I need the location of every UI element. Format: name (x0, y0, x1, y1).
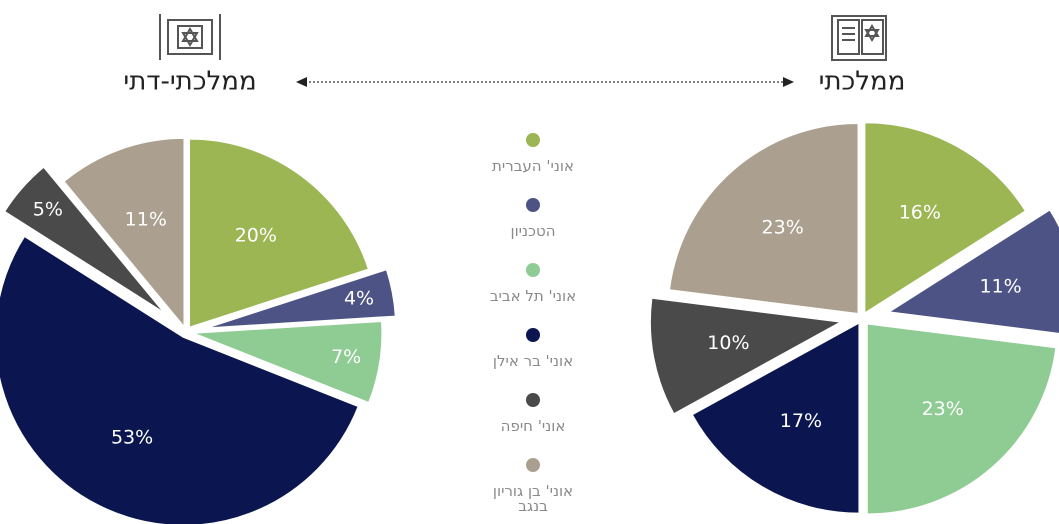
data-label: 10% (707, 332, 749, 354)
legend-label: אוני' העברית (492, 157, 574, 175)
legend-dot (526, 133, 540, 147)
legend-dot (526, 328, 540, 342)
legend-label: אוני' בן גוריון בנגב (492, 482, 574, 515)
pie-slice (864, 122, 1027, 314)
legend-dot (526, 263, 540, 277)
data-label: 7% (331, 346, 361, 368)
legend-label: אוני' חיפה (500, 417, 566, 435)
pie-slice (691, 322, 860, 514)
pie-slice (193, 320, 383, 404)
data-label: 4% (344, 287, 374, 309)
pie-slice (668, 122, 859, 315)
pie-slice (649, 297, 842, 415)
legend-dot (526, 393, 540, 407)
data-label: 5% (33, 199, 63, 221)
legend-dot (526, 198, 540, 212)
icon-scroll (159, 14, 221, 60)
chart-title: ממלכתי-דתי (123, 67, 256, 97)
data-label: 17% (780, 410, 822, 432)
icon-book (831, 15, 887, 61)
legend-label: הטכניון (510, 222, 556, 240)
pie-slice (189, 138, 369, 328)
pie-slice (63, 137, 185, 328)
arrow (296, 77, 794, 87)
pie-slice (4, 166, 164, 313)
data-label: 11% (125, 209, 167, 231)
pie-slice (866, 323, 1057, 515)
legend-label: אוני' בר אילן (492, 352, 574, 370)
data-label: 16% (899, 201, 941, 223)
data-label: 23% (762, 216, 804, 238)
data-label: 53% (111, 426, 153, 448)
chart-title: ממלכתי (819, 67, 906, 97)
legend-dot (526, 458, 540, 472)
data-label: 11% (979, 276, 1021, 298)
pie-slice (0, 235, 359, 524)
pie-slice (207, 269, 396, 329)
data-label: 23% (922, 398, 964, 420)
legend-label: אוני' תל אביב (489, 287, 577, 305)
pie-slice (887, 209, 1059, 334)
data-label: 20% (235, 224, 277, 246)
